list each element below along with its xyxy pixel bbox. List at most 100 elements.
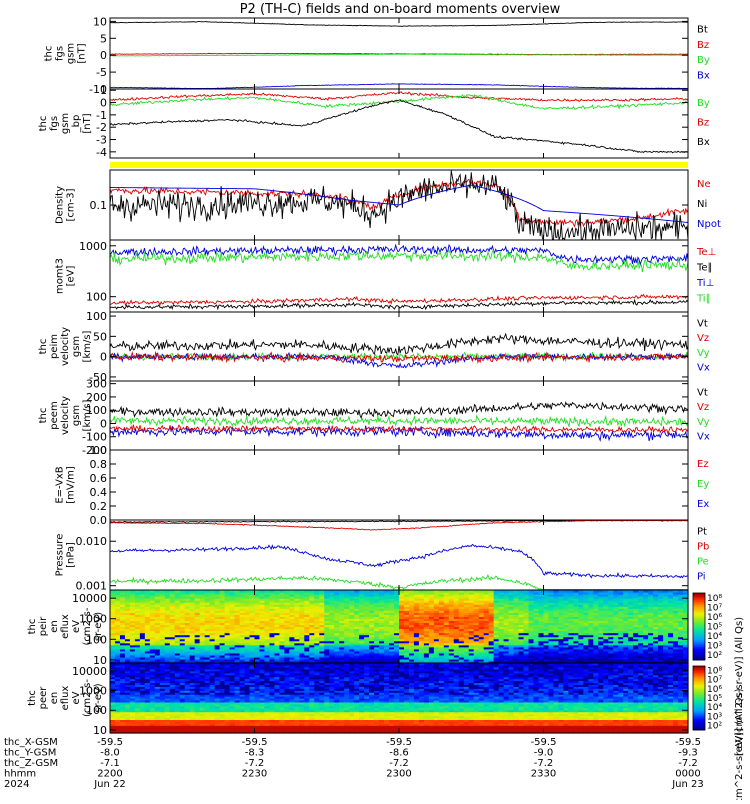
y-tick-label: -4 (96, 146, 107, 159)
series-line-Ti∥ (110, 250, 688, 272)
y-axis-label: [mV/m] (66, 466, 77, 504)
y-axis-label: (cm2-s- (82, 607, 93, 645)
y-tick-label: 0.6 (90, 472, 108, 485)
colorbar-tick-label: 10⁷ (707, 603, 722, 613)
y-tick-label: 0.8 (90, 458, 108, 471)
y-axis-label: gsm (66, 43, 77, 64)
legend-entry: Vz (697, 333, 709, 344)
y-axis-label: momt3 (55, 258, 66, 294)
y-tick-label: 0.2 (90, 500, 108, 513)
y-tick-label: 300 (86, 378, 107, 391)
panel-frame (110, 450, 688, 520)
y-axis-label: eV (71, 620, 82, 633)
y-axis-label: thc (38, 408, 49, 424)
series-line-By (110, 95, 688, 109)
legend-entry: Vt (697, 318, 708, 329)
colorbar-tick-label: 10⁶ (707, 613, 722, 623)
legend-entry: Pe (697, 557, 709, 568)
y-tick-label: 1 (100, 84, 107, 97)
series-line-Vt (110, 402, 688, 418)
legend-entry: Npot (697, 219, 721, 230)
y-tick-label: 1000 (79, 240, 107, 253)
legend-entry: Bx (697, 70, 710, 81)
legend-entry: Vt (697, 387, 708, 398)
legend-entry: Ex (697, 499, 709, 510)
y-tick-label: 0.001 (76, 580, 108, 593)
y-axis-label: thc (38, 116, 49, 132)
colorbar-tick-label: 10² (707, 651, 722, 661)
legend-entry: Bz (697, 40, 709, 51)
colorbar-tick-label: 10⁵ (707, 623, 722, 633)
y-axis-label: [nT] (82, 113, 93, 133)
legend-entry: Ez (697, 459, 709, 470)
series-line-Vy (110, 416, 688, 427)
y-axis-label: [km/s] (82, 330, 93, 362)
legend-entry: Vy (697, 348, 710, 359)
legend-entry: Pb (697, 542, 709, 553)
y-tick-label: -5 (96, 66, 107, 79)
y-axis-label: eflux (60, 614, 71, 639)
y-tick-label: 100 (86, 310, 107, 323)
y-axis-label: peir (38, 616, 49, 636)
legend-entry: Bx (697, 137, 710, 148)
y-tick-label: -3 (96, 134, 107, 147)
y-tick-label: 10000 (72, 592, 107, 605)
y-axis-label: en (49, 620, 60, 633)
y-axis-label: thc (38, 339, 49, 355)
legend-entry: Vz (697, 402, 709, 413)
y-axis-label: [km/s] (82, 399, 93, 431)
legend-entry: Ne (697, 179, 711, 190)
legend-entry: Te∥ (696, 262, 713, 273)
legend-entry: Bz (697, 118, 709, 129)
legend-entry: Ti⊥ (696, 278, 714, 289)
y-axis-label: thc (27, 619, 38, 635)
legend-entry: Vy (697, 417, 710, 428)
y-tick-label: -100 (82, 431, 107, 444)
legend-entry: Te⊥ (696, 247, 716, 258)
panel-4: 1000 100 momt3[eV] Te⊥ Te∥ Ti⊥ Ti∥ (55, 240, 717, 312)
y-tick-label: 0.4 (90, 486, 108, 499)
y-axis-label: gsm (60, 113, 71, 134)
spectrogram-cells (110, 590, 689, 664)
y-tick-label: 0 (100, 418, 107, 431)
y-axis-label: [nT] (77, 43, 88, 63)
legend-entry: By (697, 98, 710, 109)
y-axis-label: peem (49, 401, 60, 429)
y-tick-label: 0 (100, 97, 107, 110)
y-tick-label: 1.0 (90, 444, 108, 457)
y-tick-label: 10 (93, 15, 107, 28)
y-axis-label: peim (49, 334, 60, 359)
y-tick-label: 0.010 (76, 535, 108, 548)
legend-entry: Pi (697, 572, 706, 583)
colorbar-tick-label: 10³ (707, 642, 722, 652)
y-tick-label: -2 (96, 121, 107, 134)
y-axis-label: [cm-3] (66, 188, 77, 221)
panel-frame (110, 520, 688, 590)
y-axis-label: gsm (71, 336, 82, 357)
series-line-Vt (110, 334, 688, 355)
y-axis-label: [eV] (66, 266, 77, 287)
colorbar-tick-label: 10⁴ (707, 632, 722, 642)
y-tick-label: 100 (86, 291, 107, 304)
y-tick-label: 0 (100, 49, 107, 62)
y-axis-label: velocity (60, 327, 71, 366)
y-axis-label: [nPa] (66, 542, 77, 568)
series-line-Te⊥ (110, 294, 688, 305)
legend-entry: Ti∥ (696, 293, 711, 304)
y-axis-label: Density (55, 186, 66, 224)
legend-entry: Pt (697, 527, 707, 538)
y-axis-label: velocity (60, 396, 71, 435)
y-axis-label: E=-VxB (55, 466, 66, 503)
y-axis-label: thc (44, 46, 55, 62)
legend-entry: Vx (697, 363, 710, 374)
legend-entry: Bt (697, 25, 708, 36)
